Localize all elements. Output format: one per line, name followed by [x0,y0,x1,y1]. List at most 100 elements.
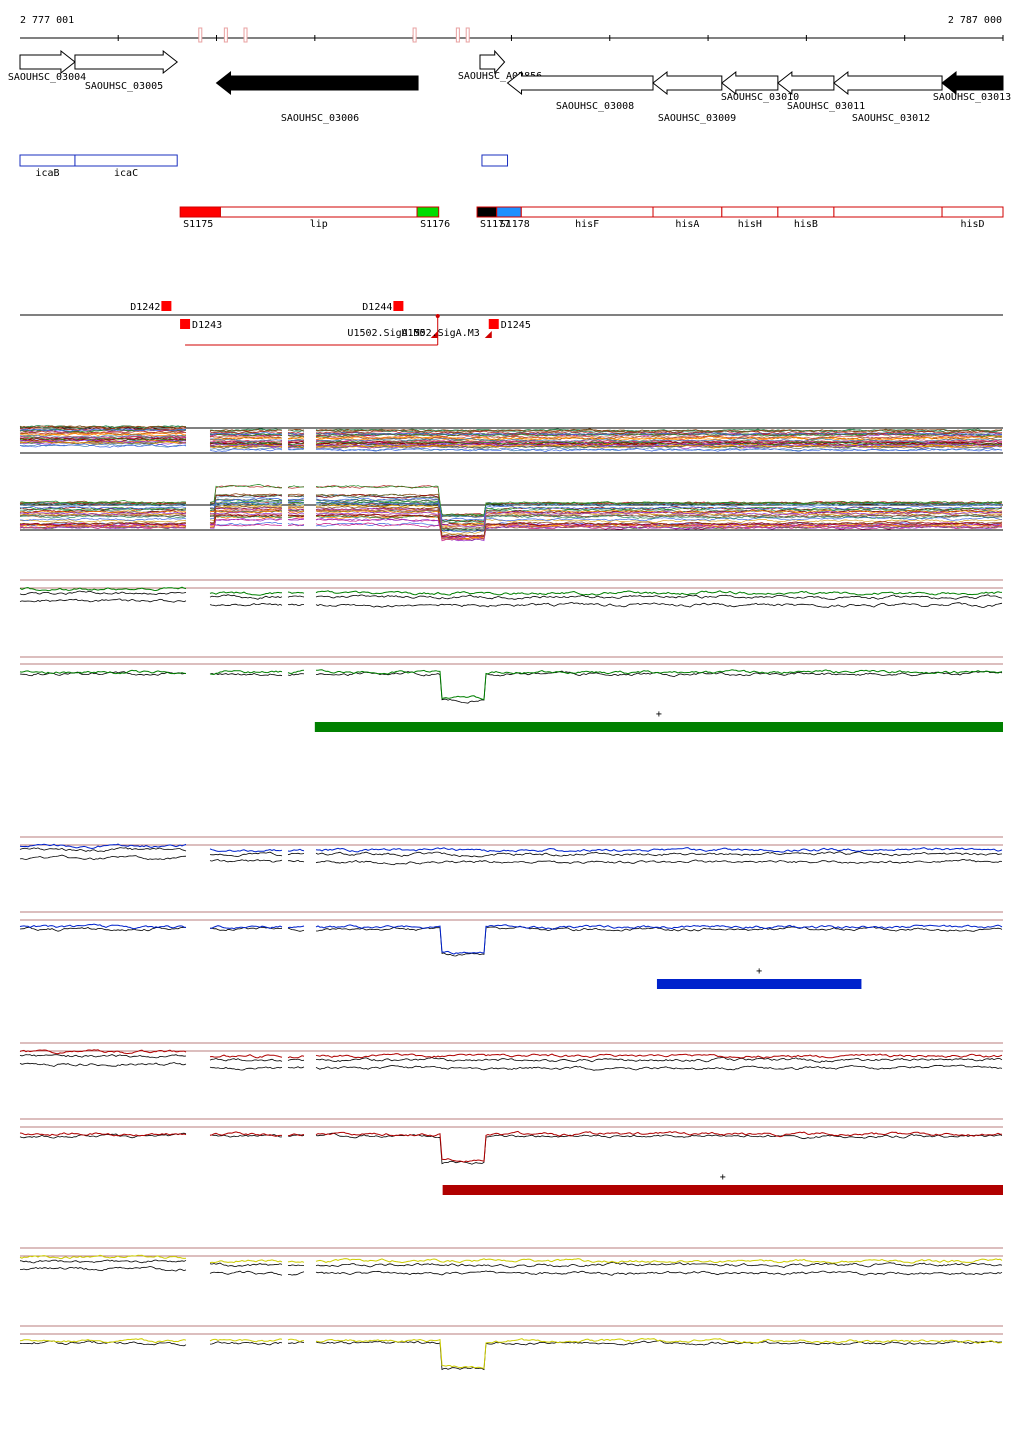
expression-bar [314,722,1003,732]
profile-line [19,440,1002,449]
segment-box [416,206,440,218]
feature-label: D1245 [501,320,531,331]
gene-arrow [19,49,76,75]
profile-line [19,1259,1003,1268]
coordinate-ruler: 2 777 001 2 787 000 [20,15,1004,43]
profile-line [19,847,1003,858]
feature-label: D1243 [192,320,222,331]
profile-line [19,502,1003,518]
ruler-marker [243,27,248,43]
operon-box [74,154,178,167]
segment-label: lip [310,219,328,230]
condition-panels: + + + [19,579,1003,1371]
profile-line [19,484,1003,516]
profile-line [19,926,1003,957]
feature-marker [180,319,191,329]
profile-line [19,598,1003,609]
ruler-marker [198,27,203,43]
profile-line [19,439,1003,449]
profile-line [19,494,1003,518]
operon-box [19,154,76,167]
profile-line [19,428,1003,437]
profile-line [19,1132,1003,1165]
expression-bar [442,1185,1003,1195]
expression-bar-label: + [656,709,662,720]
profile-line [19,493,1003,518]
segment-box [777,206,835,218]
profile-line [20,513,1003,529]
panel-blue: + [19,836,1003,989]
profile-line [19,1062,1003,1071]
profile-line [19,1054,1003,1063]
profile-line [19,443,1003,452]
gene-arrow [833,70,943,96]
sigma-triangle [484,331,492,338]
profile-line [19,518,1003,542]
operon-box [481,154,509,167]
panel-green: + [19,579,1003,732]
segment-label: hisF [575,219,599,230]
feature-label: D1242 [130,302,160,313]
segment-label: hisH [738,219,762,230]
gene-label: SAOUHSC_A02856 [458,71,542,82]
segment-label: hisB [794,219,818,230]
profile-line [19,439,1003,448]
profile-line [19,1049,1003,1059]
profile-line [19,586,1003,596]
profile-line [19,506,1003,523]
profile-line [19,434,1003,443]
segment-label: hisA [675,219,699,230]
gene-arrow [74,49,179,75]
panel-yellow [19,1247,1003,1371]
feature-marker [161,301,172,311]
ruler-marker [412,27,417,43]
gene-arrow [506,70,654,96]
gene-label: SAOUHSC_03008 [556,101,634,112]
gene-label: SAOUHSC_03012 [852,113,930,124]
gene-label: SAOUHSC_03011 [787,101,865,112]
profile-line [19,1130,1003,1163]
profile-line [19,510,1003,527]
profile-line [19,498,1003,530]
sigma-label: U1502.SigA.M5 [347,328,425,339]
ruler-marker [223,27,228,43]
expression-bar-label: + [720,1172,726,1183]
operon-label: icaB [35,168,59,179]
segment-label: S1175 [183,219,213,230]
gene-label: SAOUHSC_03006 [281,113,359,124]
expression-bar-label: + [756,966,762,977]
profile-line [19,508,1002,541]
panel-red: + [19,1042,1003,1195]
ruler-start-label: 2 777 001 [20,15,74,26]
gene-arrow [479,49,506,75]
ruler-ticks [117,27,1004,43]
profile-line [19,501,1003,517]
sigma-label: U1502.SigA.M3 [402,328,480,339]
segment-box [721,206,779,218]
segment-box [496,206,522,218]
segment-box [219,206,418,218]
profile-line [19,843,1003,853]
profile-line [19,1340,1002,1371]
profile-line [19,437,1002,446]
sigma-dot [435,314,440,318]
segment-box [520,206,654,218]
feature-marker [393,301,404,311]
profile-line [19,432,1003,441]
profile-line [19,1254,1003,1264]
profile-line [19,522,1003,539]
profile-line [19,923,1003,955]
profile-line [19,426,1003,435]
gene-label: SAOUHSC_03010 [721,92,799,103]
profile-line [19,1337,1003,1369]
profile-line [19,425,1003,433]
expression-profiles-all [19,424,1003,542]
segment-box [941,206,1004,218]
ruler-marker [455,27,460,43]
gene-label: SAOUHSC_03013 [933,92,1011,103]
profile-line [20,509,1003,526]
ruler-end-label: 2 787 000 [948,15,1002,26]
